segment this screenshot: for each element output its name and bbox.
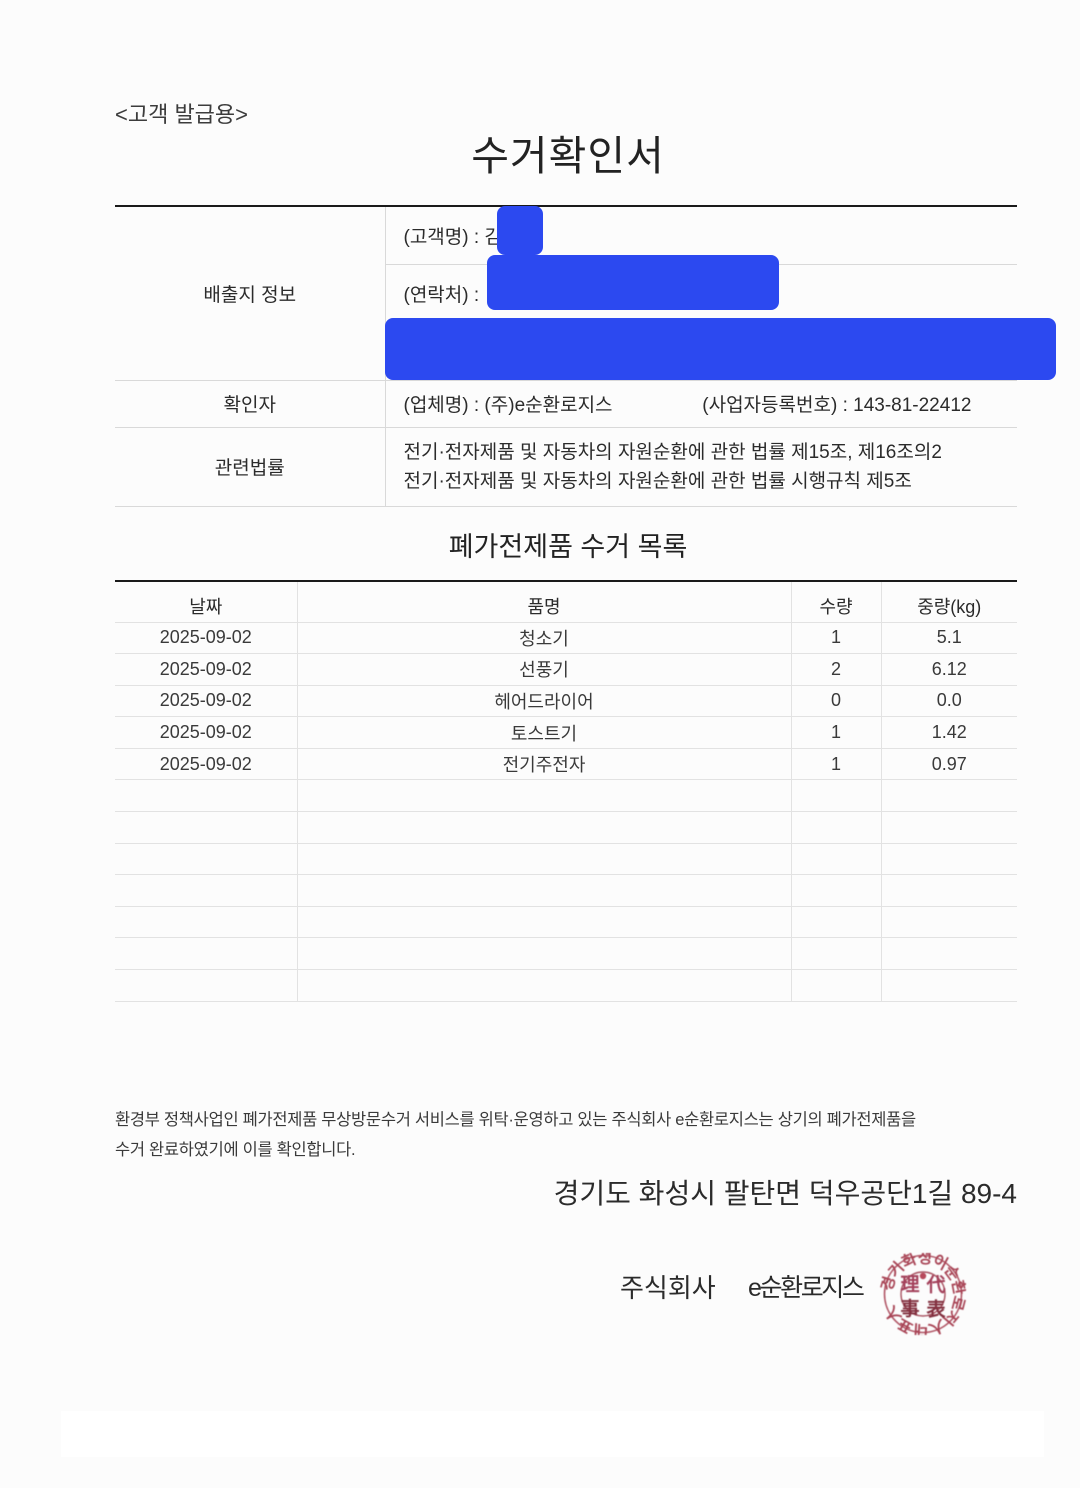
svg-text:事: 事 [900,1297,919,1320]
svg-text:理: 理 [900,1274,919,1296]
svg-text:代: 代 [925,1274,945,1296]
svg-text:경기화성이순환로지人대표人: 경기화성이순환로지人대표人 [880,1253,966,1335]
svg-text:表: 表 [925,1298,946,1321]
